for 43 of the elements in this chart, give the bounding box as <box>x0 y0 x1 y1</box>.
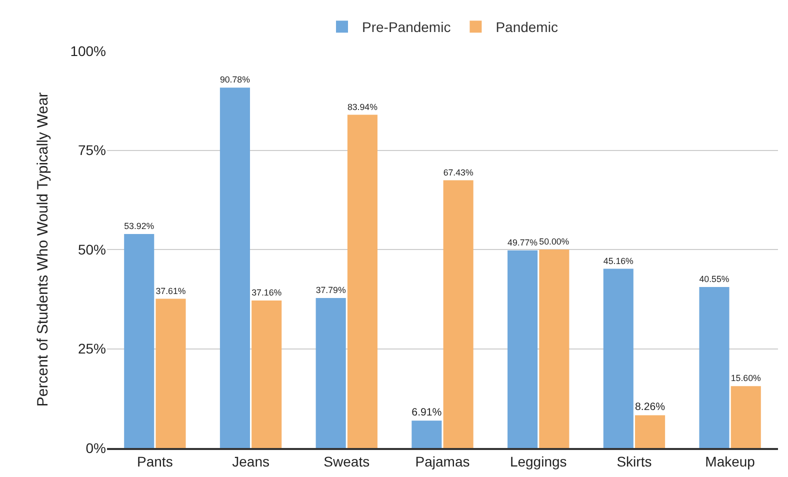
bar <box>156 298 186 448</box>
data-label: 83.94% <box>347 102 378 112</box>
x-tick-label: Jeans <box>232 454 270 470</box>
bar <box>220 88 250 448</box>
data-label: 45.16% <box>603 256 634 266</box>
y-axis-title: Percent of Students Who Would Typically Wear <box>34 92 52 407</box>
y-tick-label: 100% <box>70 42 106 59</box>
x-tick-label: Skirts <box>616 454 652 470</box>
data-label: 37.79% <box>316 285 346 296</box>
x-tick-label: Makeup <box>705 454 756 470</box>
y-tick-label: 0% <box>86 440 106 456</box>
x-tick-label: Pajamas <box>415 454 470 470</box>
data-label: 37.16% <box>252 288 282 298</box>
data-label: 15.60% <box>730 373 762 384</box>
bar <box>316 298 346 448</box>
x-tick-label: Sweats <box>324 454 370 470</box>
y-tick-label: 25% <box>78 340 106 357</box>
data-label: 67.43% <box>443 167 474 178</box>
bar <box>443 180 474 448</box>
legend-label: Pandemic <box>496 19 558 36</box>
y-tick-label: 50% <box>78 241 106 258</box>
bar <box>124 234 154 448</box>
data-label: 90.78% <box>220 74 250 85</box>
bar <box>252 300 282 448</box>
data-label: 6.91% <box>412 406 442 418</box>
bar <box>412 420 442 448</box>
bar <box>635 415 666 448</box>
x-tick-label: Leggings <box>510 454 567 470</box>
y-tick-label: 75% <box>78 142 106 158</box>
legend-label: Pre-Pandemic <box>362 19 451 36</box>
bar <box>508 250 538 448</box>
data-label: 53.92% <box>124 221 154 232</box>
data-label: 49.77% <box>508 238 538 248</box>
bar <box>699 287 730 448</box>
data-label: 8.26% <box>635 400 666 413</box>
bar <box>347 114 378 448</box>
bar <box>539 250 570 448</box>
data-label: 37.61% <box>156 286 186 296</box>
data-label: 40.55% <box>699 274 730 284</box>
x-tick-label: Pants <box>137 454 173 470</box>
bar <box>603 268 634 448</box>
bar <box>730 386 761 448</box>
data-label: 50.00% <box>539 236 570 247</box>
